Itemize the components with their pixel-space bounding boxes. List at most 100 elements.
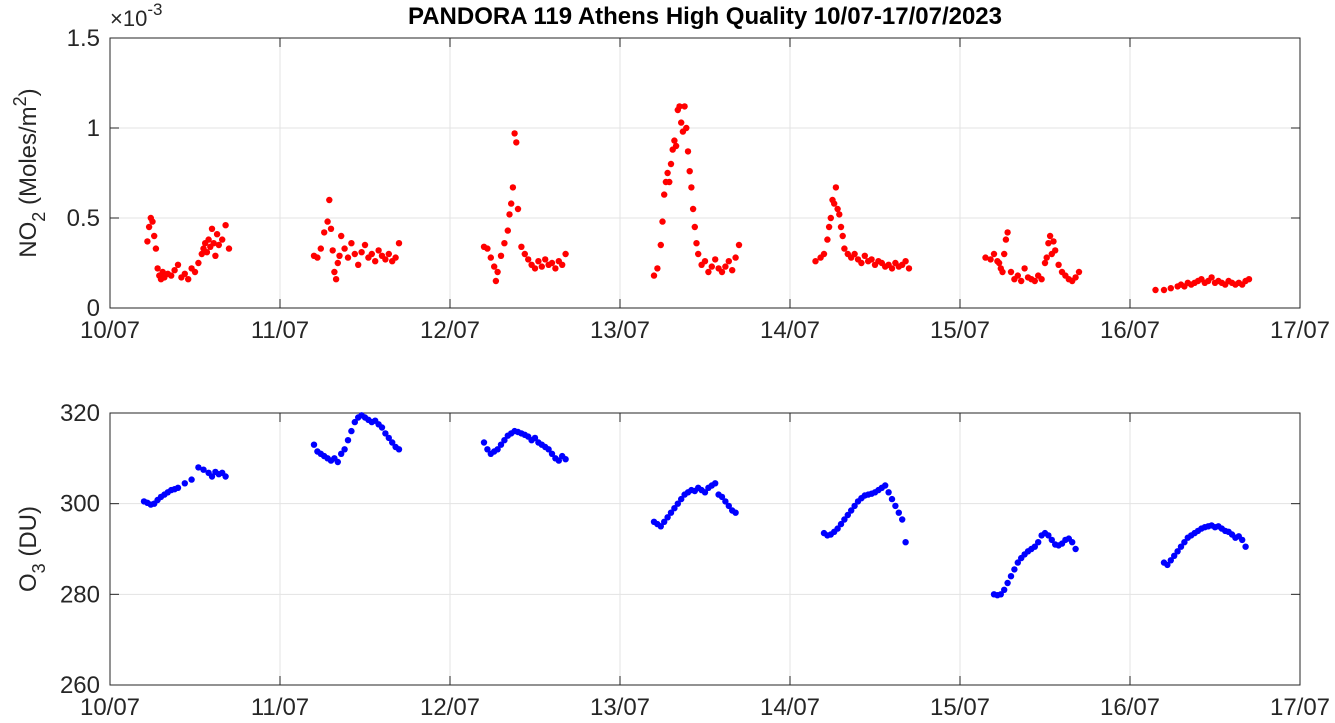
no2-data-point	[332, 276, 340, 283]
no2-data-point	[344, 254, 352, 261]
no2-grid	[109, 37, 1301, 309]
o3-data-point	[545, 446, 552, 453]
o3-data-point	[385, 434, 392, 442]
o3-data-point	[1242, 543, 1249, 550]
o3-data-point	[882, 482, 889, 489]
o3-axes: 10/07 11/07 12/07 13/07 14/07 15/07 16/07 17/07…	[15, 400, 1330, 721]
o3-data-point	[899, 516, 906, 523]
no2-data-point	[695, 250, 702, 258]
no2-data-point	[382, 256, 389, 263]
no2-data-point	[334, 259, 341, 267]
no2-data-point	[375, 247, 382, 254]
no2-data-point	[686, 168, 693, 175]
no2-data-point	[667, 160, 675, 168]
no2-data-point	[672, 142, 680, 150]
o3-y-tick-label: 320	[60, 400, 100, 427]
no2-data-point	[151, 232, 158, 240]
no2-data-point	[861, 252, 868, 259]
o3-x-tick-label: 13/07	[590, 694, 650, 721]
no2-data-point	[518, 243, 525, 250]
no2-data-point	[858, 259, 865, 267]
o3-data-point	[378, 424, 386, 431]
no2-data-point	[513, 139, 520, 146]
no2-data-point	[492, 277, 500, 285]
no2-data-point	[1001, 250, 1008, 258]
no2-data-point	[191, 268, 199, 276]
o3-data-point	[338, 450, 345, 457]
no2-data-point	[827, 214, 834, 222]
no2-data-point	[990, 250, 998, 258]
no2-data-point	[144, 238, 151, 245]
o3-data-point	[344, 437, 352, 444]
o3-data-point	[174, 484, 182, 491]
no2-data-point	[812, 258, 819, 265]
no2-data-point	[1002, 236, 1010, 243]
no2-data-point	[542, 256, 549, 263]
no2-data-point	[395, 240, 403, 247]
o3-data-point	[1045, 532, 1052, 539]
o3-data-point	[841, 516, 848, 523]
no2-data-point	[987, 256, 994, 263]
o3-x-ticks: 10/07 11/07 12/07 13/07 14/07 15/07 16/07 17/07	[80, 413, 1330, 721]
no2-data-point	[174, 261, 182, 268]
no2-data-point	[154, 265, 161, 272]
no2-y-tick-label: 0.5	[67, 205, 100, 232]
o3-data-point	[389, 439, 396, 446]
no2-data-point	[509, 184, 517, 191]
no2-data-point	[732, 254, 739, 261]
o3-data-point	[1007, 573, 1015, 580]
o3-data-point	[1001, 586, 1008, 593]
no2-data-point	[506, 211, 513, 218]
no2-data-point	[145, 223, 153, 231]
o3-data-point	[497, 441, 505, 448]
o3-data-point	[341, 446, 348, 453]
no2-data-point	[1018, 277, 1025, 285]
no2-data-point	[888, 265, 896, 272]
no2-data-point	[722, 263, 729, 270]
o3-data-point	[181, 480, 188, 487]
no2-y-tick-label: 1.5	[67, 25, 100, 52]
no2-data-point	[531, 265, 539, 272]
no2-data-point	[701, 258, 709, 265]
no2-data-point	[552, 265, 559, 272]
no2-data-point	[212, 252, 219, 259]
no2-data-point	[836, 211, 843, 218]
o3-data-point	[1239, 536, 1246, 544]
no2-y-tick-label: 1	[87, 115, 100, 142]
no2-data-point	[1072, 274, 1079, 281]
o3-data-point	[562, 456, 569, 463]
no2-y-tick-label: 0	[87, 295, 100, 322]
o3-y-tick-label: 280	[60, 581, 100, 608]
o3-y-tick-label: 300	[60, 491, 100, 518]
no2-data-point	[355, 261, 362, 268]
no2-data-point	[351, 250, 358, 258]
o3-y-tick-label: 260	[60, 672, 100, 699]
no2-x-tick-label: 16/07	[1100, 317, 1160, 344]
o3-data-point	[310, 441, 318, 448]
no2-data-point	[689, 205, 697, 213]
no2-data-point	[868, 256, 875, 263]
no2-data-point	[392, 254, 399, 261]
no2-data-point	[1007, 268, 1015, 276]
no2-data-point	[484, 245, 491, 252]
o3-data-point	[664, 514, 671, 521]
no2-data-point	[314, 254, 321, 261]
no2-data-point	[905, 265, 913, 272]
no2-data-point	[385, 250, 392, 258]
o3-data-point	[531, 434, 539, 442]
no2-data-point	[168, 272, 175, 279]
no2-data-point	[705, 268, 712, 276]
no2-x-tick-label: 15/07	[930, 317, 990, 344]
no2-data-point	[501, 240, 508, 247]
o3-x-tick-label: 14/07	[760, 694, 820, 721]
no2-data-point	[678, 119, 685, 126]
no2-data-point	[664, 169, 671, 177]
o3-x-tick-label: 11/07	[251, 694, 309, 721]
no2-data-point	[535, 258, 542, 265]
no2-data-point	[198, 250, 205, 258]
no2-data-point	[661, 191, 668, 198]
o3-data-point	[718, 493, 726, 501]
no2-data-point	[338, 232, 345, 240]
no2-data-point	[666, 178, 673, 186]
o3-data-point	[997, 591, 1004, 598]
